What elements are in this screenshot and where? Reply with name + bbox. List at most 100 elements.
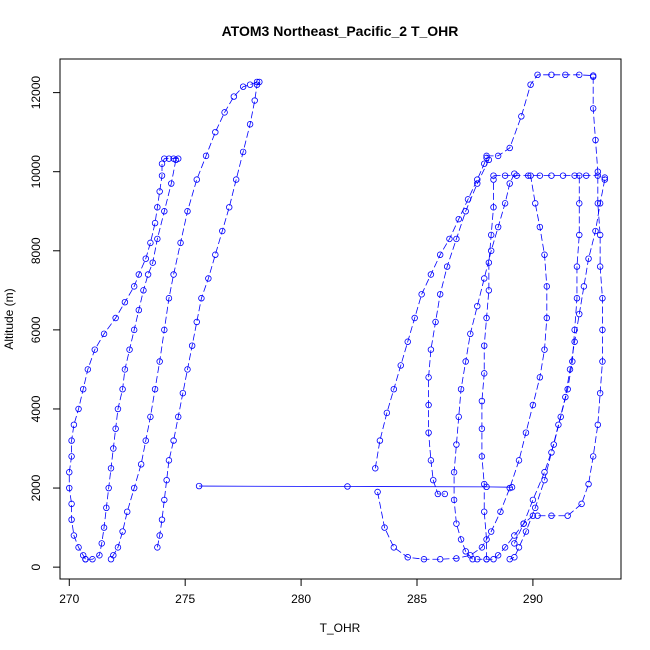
data-point xyxy=(467,330,474,338)
data-point xyxy=(142,437,149,444)
data-point xyxy=(490,172,497,179)
data-point xyxy=(474,302,481,310)
data-point xyxy=(436,251,444,258)
data-point xyxy=(165,155,173,162)
data-point xyxy=(188,342,196,349)
data-point xyxy=(576,231,583,239)
data-point xyxy=(212,251,219,258)
data-point xyxy=(462,208,469,215)
data-point xyxy=(91,346,98,353)
data-point xyxy=(70,532,78,539)
data-point xyxy=(144,271,152,278)
data-point xyxy=(193,176,200,183)
data-point xyxy=(520,520,527,527)
data-point xyxy=(513,172,520,179)
plot-frame xyxy=(59,58,622,580)
data-point xyxy=(589,73,597,80)
data-point xyxy=(455,215,462,223)
data-point xyxy=(100,330,108,338)
data-point xyxy=(478,453,486,460)
data-point xyxy=(70,421,78,428)
data-point xyxy=(432,318,439,326)
series-2 xyxy=(82,156,180,563)
data-point xyxy=(450,469,458,476)
data-point xyxy=(68,516,75,523)
data-point xyxy=(474,180,481,187)
data-point xyxy=(543,283,551,290)
data-point xyxy=(107,465,115,472)
data-point xyxy=(497,508,504,515)
data-point xyxy=(536,223,544,231)
data-point xyxy=(576,172,583,179)
data-point xyxy=(469,556,476,563)
data-point xyxy=(130,484,138,492)
data-point xyxy=(239,148,247,156)
data-point xyxy=(592,227,599,235)
chart-title: ATOM3 Northeast_Pacific_2 T_OHR xyxy=(222,23,459,39)
data-point xyxy=(158,516,166,523)
data-point xyxy=(571,172,578,179)
data-point xyxy=(89,556,96,563)
data-point xyxy=(205,275,212,282)
data-point xyxy=(573,295,581,302)
series-10 xyxy=(478,176,497,563)
data-point xyxy=(107,556,115,563)
data-point xyxy=(481,342,488,349)
data-point xyxy=(165,457,173,464)
data-point xyxy=(462,548,469,555)
data-point xyxy=(478,425,486,432)
data-point xyxy=(525,172,532,179)
data-point xyxy=(571,338,578,345)
data-point xyxy=(596,200,604,207)
data-point xyxy=(390,385,398,393)
data-point xyxy=(483,152,490,160)
data-point xyxy=(494,552,502,559)
data-point xyxy=(589,105,597,112)
data-point xyxy=(550,441,557,448)
data-point xyxy=(121,298,129,306)
data-point xyxy=(511,532,518,539)
data-point xyxy=(599,358,606,365)
data-point xyxy=(494,152,502,160)
data-point xyxy=(135,306,143,314)
data-point xyxy=(596,389,604,397)
data-point xyxy=(124,508,131,515)
data-point xyxy=(156,188,163,195)
data-point xyxy=(219,227,226,235)
data-point xyxy=(147,413,154,421)
y-tick-label: 8000 xyxy=(29,237,43,264)
data-point xyxy=(114,544,122,551)
series-line xyxy=(374,157,487,469)
data-point xyxy=(130,326,138,334)
series-7 xyxy=(425,156,493,498)
data-point xyxy=(541,469,548,476)
series-line xyxy=(481,179,494,560)
data-point xyxy=(557,413,564,421)
data-point xyxy=(154,544,161,551)
data-point xyxy=(450,496,458,504)
data-point xyxy=(481,480,488,488)
series-line xyxy=(110,81,258,560)
series-16 xyxy=(474,512,537,563)
data-point xyxy=(96,552,103,559)
data-point xyxy=(184,208,191,215)
data-point xyxy=(534,512,541,519)
y-tick-label: 6000 xyxy=(29,316,43,343)
data-point xyxy=(534,71,541,79)
y-axis: 0 2000 4000 6000 8000 10000 12000 xyxy=(29,76,60,570)
data-point xyxy=(161,208,168,215)
x-tick-label: 290 xyxy=(523,592,543,606)
data-point xyxy=(529,401,537,409)
data-point xyxy=(140,287,147,294)
data-point xyxy=(518,113,525,120)
data-point xyxy=(397,362,404,369)
data-point xyxy=(592,136,599,144)
series-12 xyxy=(506,176,608,563)
series-9 xyxy=(450,170,518,563)
data-point xyxy=(474,556,481,563)
series-line xyxy=(68,158,179,560)
data-point xyxy=(66,484,73,492)
data-point xyxy=(112,425,119,432)
data-point xyxy=(425,401,432,409)
